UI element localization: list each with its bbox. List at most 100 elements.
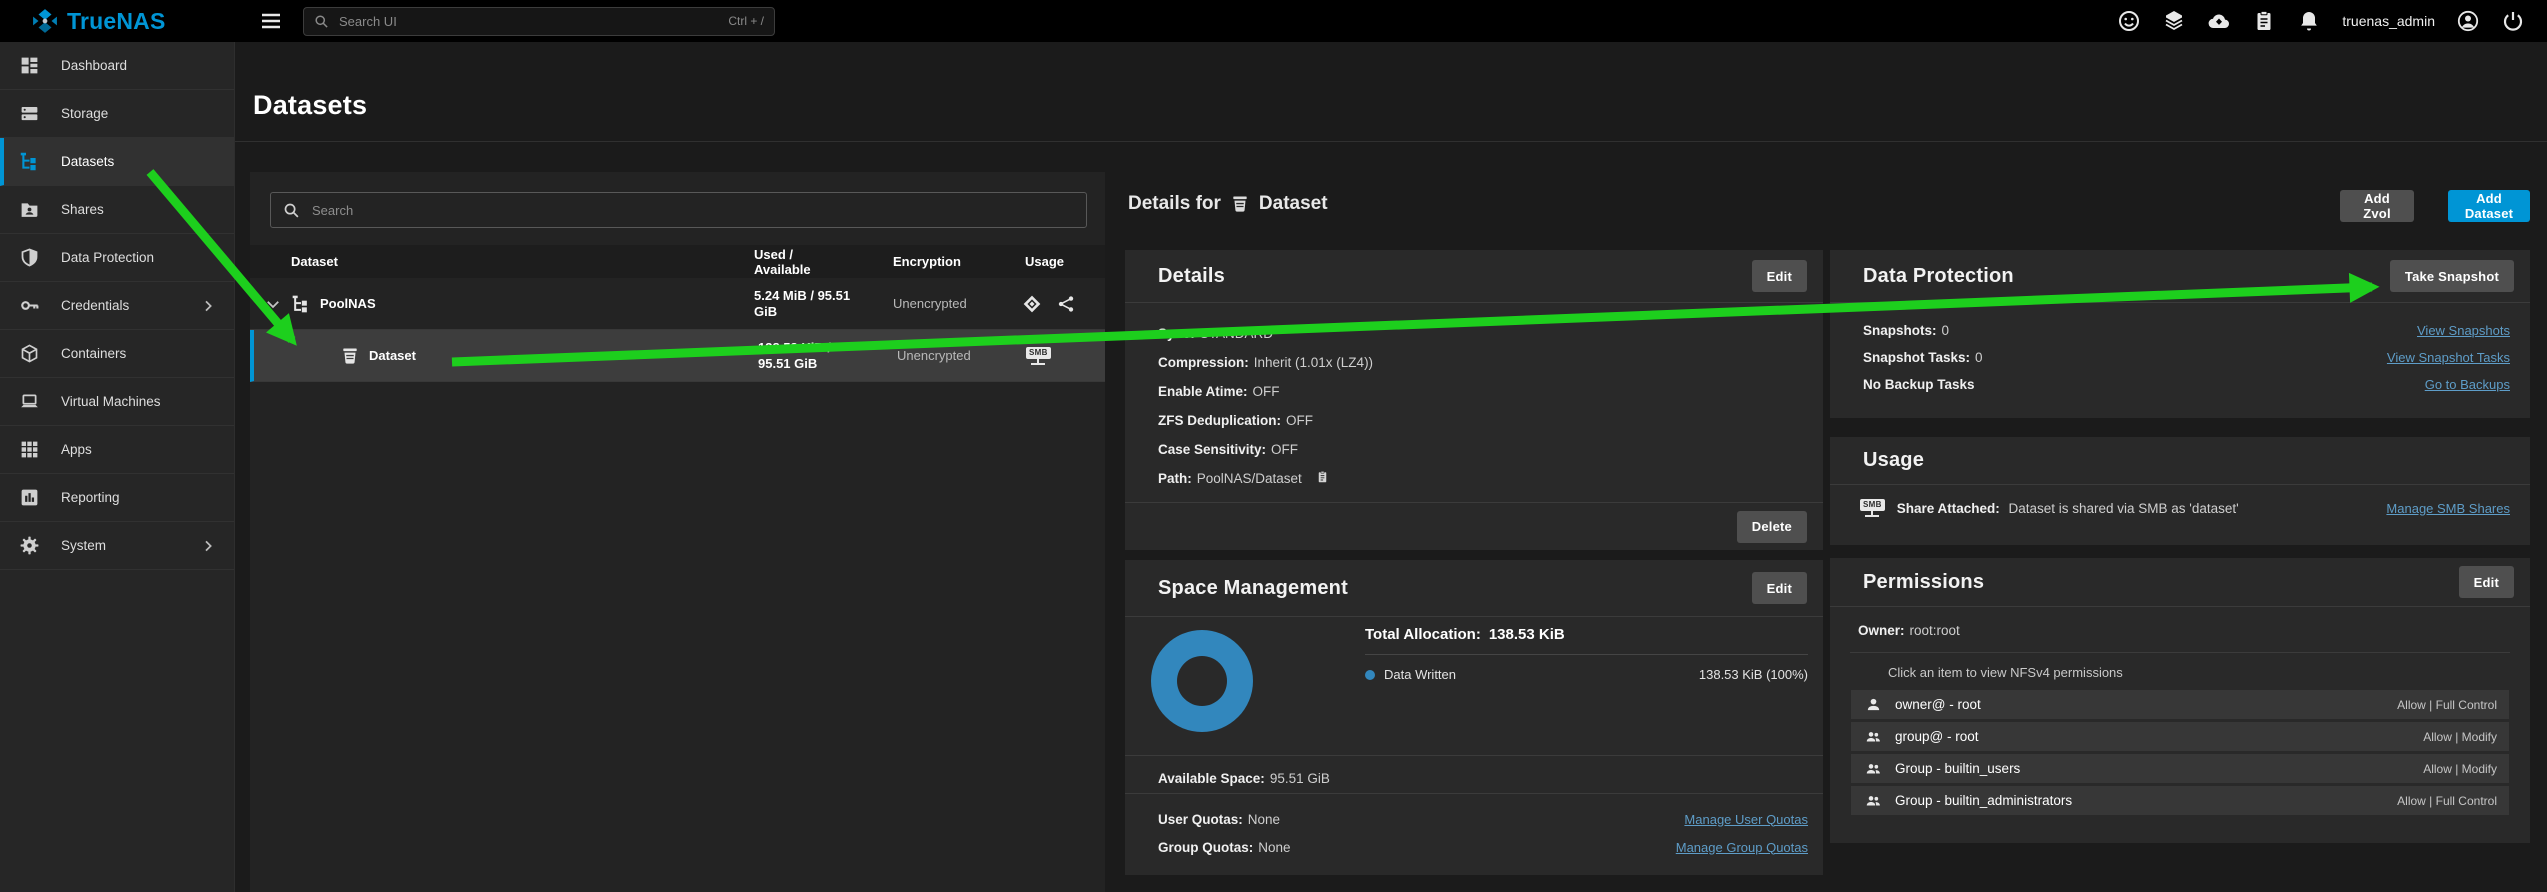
snapshots-row: Snapshots: 0 View Snapshots bbox=[1863, 323, 2510, 338]
add-dataset-button[interactable]: Add Dataset bbox=[2448, 190, 2530, 222]
cube-icon bbox=[19, 343, 40, 364]
perm-entry-group[interactable]: group@ - root Allow | Modify bbox=[1851, 722, 2509, 751]
view-snapshot-tasks-link[interactable]: View Snapshot Tasks bbox=[2386, 350, 2510, 365]
delete-button[interactable]: Delete bbox=[1736, 510, 1807, 543]
go-to-backups-link[interactable]: Go to Backups bbox=[2424, 377, 2510, 392]
sidebar-item-credentials[interactable]: Credentials bbox=[0, 282, 234, 330]
datasets-tree-icon bbox=[19, 151, 40, 172]
smb-share-icon: SMB bbox=[1860, 499, 1885, 517]
page-header: Datasets bbox=[235, 42, 2547, 142]
copy-path-icon[interactable] bbox=[1315, 470, 1330, 485]
dataset-bucket-icon bbox=[340, 346, 360, 366]
details-for-title: Details for Dataset bbox=[1128, 193, 1328, 214]
sidebar-item-virtual-machines[interactable]: Virtual Machines bbox=[0, 378, 234, 426]
field-case-sensitivity: Case Sensitivity: OFF bbox=[1158, 442, 1299, 457]
truenas-logo[interactable]: TrueNAS bbox=[0, 8, 235, 35]
sidebar-item-containers[interactable]: Containers bbox=[0, 330, 234, 378]
sidebar-item-dashboard[interactable]: Dashboard bbox=[0, 42, 234, 90]
share-nodes-icon bbox=[1056, 294, 1076, 314]
dataset-search[interactable] bbox=[270, 192, 1087, 228]
sidebar: Dashboard Storage Datasets Shares Data P… bbox=[0, 42, 235, 892]
dataset-encryption: Unencrypted bbox=[897, 348, 971, 363]
feedback-smiley-icon[interactable] bbox=[2117, 9, 2141, 33]
storage-icon bbox=[19, 103, 40, 124]
legend-dot-icon bbox=[1365, 669, 1375, 680]
allocation-donut-chart bbox=[1151, 630, 1253, 732]
dashboard-icon bbox=[19, 55, 40, 76]
dataset-bucket-icon bbox=[1230, 194, 1250, 214]
ix-diamond-icon bbox=[1022, 294, 1042, 314]
manage-user-quotas-link[interactable]: Manage User Quotas bbox=[1684, 811, 1808, 827]
sidebar-item-apps[interactable]: Apps bbox=[0, 426, 234, 474]
alerts-bell-icon[interactable] bbox=[2297, 9, 2321, 33]
global-search-input[interactable] bbox=[337, 12, 721, 30]
column-header-dataset: Dataset bbox=[291, 254, 338, 269]
perm-entry-builtin-users[interactable]: Group - builtin_users Allow | Modify bbox=[1851, 754, 2509, 783]
total-allocation: Total Allocation: 138.53 KiB bbox=[1365, 626, 1565, 643]
sidebar-item-shares[interactable]: Shares bbox=[0, 186, 234, 234]
data-protection-title: Data Protection bbox=[1863, 264, 2014, 287]
table-row-dataset[interactable]: Dataset 138.53 KiB / 95.51 GiB Unencrypt… bbox=[250, 330, 1105, 382]
field-compression: Compression: Inherit (1.01x (LZ4)) bbox=[1158, 355, 1374, 370]
group-icon bbox=[1865, 760, 1882, 777]
sidebar-item-reporting[interactable]: Reporting bbox=[0, 474, 234, 522]
power-icon[interactable] bbox=[2501, 9, 2525, 33]
pool-name: PoolNAS bbox=[320, 296, 376, 311]
space-edit-button[interactable]: Edit bbox=[1751, 572, 1807, 604]
reporting-chart-icon bbox=[19, 487, 40, 508]
page-title: Datasets bbox=[253, 90, 368, 120]
field-enable-atime: Enable Atime: OFF bbox=[1158, 384, 1280, 399]
truecommand-stack-icon[interactable] bbox=[2162, 9, 2186, 33]
manage-smb-shares-link[interactable]: Manage SMB Shares bbox=[2386, 500, 2510, 516]
owner-row: Owner: root:root bbox=[1858, 623, 1960, 638]
pool-encryption: Unencrypted bbox=[893, 296, 967, 311]
sidebar-item-datasets[interactable]: Datasets bbox=[0, 138, 234, 186]
column-header-usage: Usage bbox=[1025, 254, 1065, 269]
available-space-row: Available Space: 95.51 GiB bbox=[1158, 770, 1330, 786]
usage-card-title: Usage bbox=[1863, 449, 1925, 471]
add-zvol-button[interactable]: Add Zvol bbox=[2340, 190, 2414, 222]
jobs-clipboard-icon[interactable] bbox=[2252, 9, 2276, 33]
field-sync: Sync: STANDARD bbox=[1158, 326, 1274, 341]
hamburger-menu-icon[interactable] bbox=[259, 9, 283, 33]
topbar: TrueNAS Ctrl + / bbox=[0, 0, 2547, 42]
key-icon bbox=[19, 295, 40, 316]
allocation-summary: Total Allocation: 138.53 KiB Data Written… bbox=[1365, 626, 1808, 682]
permissions-card: Permissions Edit Owner: root:root Click a… bbox=[1830, 558, 2530, 843]
perm-entry-builtin-administrators[interactable]: Group - builtin_administrators Allow | F… bbox=[1851, 786, 2509, 815]
permissions-title: Permissions bbox=[1863, 570, 1985, 593]
user-quotas-row: User Quotas: None Manage User Quotas bbox=[1158, 811, 1808, 827]
pool-tree-icon bbox=[291, 294, 311, 314]
dataset-tree-panel: Dataset Used / Available Encryption Usag… bbox=[250, 172, 1105, 892]
pool-used-available: 5.24 MiB / 95.51 GiB bbox=[754, 287, 851, 319]
chevron-down-icon[interactable] bbox=[264, 295, 282, 313]
details-card: Details Edit Sync: STANDARD Compression: I… bbox=[1125, 250, 1823, 550]
cloud-ix-icon[interactable] bbox=[2207, 9, 2231, 33]
field-zfs-deduplication: ZFS Deduplication: OFF bbox=[1158, 413, 1313, 428]
username-label: truenas_admin bbox=[2342, 13, 2435, 29]
table-row-poolnas[interactable]: PoolNAS 5.24 MiB / 95.51 GiB Unencrypted bbox=[250, 278, 1105, 330]
perm-entry-owner[interactable]: owner@ - root Allow | Full Control bbox=[1851, 690, 2509, 719]
dataset-search-input[interactable] bbox=[310, 201, 1074, 219]
apps-grid-icon bbox=[19, 439, 40, 460]
details-edit-button[interactable]: Edit bbox=[1751, 260, 1807, 292]
search-icon bbox=[283, 202, 300, 219]
brand-text: TrueNAS bbox=[67, 7, 166, 34]
global-search[interactable]: Ctrl + / bbox=[303, 6, 775, 36]
view-snapshots-link[interactable]: View Snapshots bbox=[2417, 323, 2510, 338]
sidebar-item-system[interactable]: System bbox=[0, 522, 234, 570]
chevron-right-icon bbox=[200, 538, 216, 554]
sidebar-item-data-protection[interactable]: Data Protection bbox=[0, 234, 234, 282]
user-avatar-icon[interactable] bbox=[2456, 9, 2480, 33]
take-snapshot-button[interactable]: Take Snapshot bbox=[2389, 260, 2514, 292]
table-header: Dataset Used / Available Encryption Usag… bbox=[250, 245, 1105, 278]
sidebar-item-storage[interactable]: Storage bbox=[0, 90, 234, 138]
manage-group-quotas-link[interactable]: Manage Group Quotas bbox=[1675, 839, 1808, 855]
permissions-edit-button[interactable]: Edit bbox=[2458, 566, 2514, 598]
group-quotas-row: Group Quotas: None Manage Group Quotas bbox=[1158, 839, 1808, 855]
details-card-title: Details bbox=[1158, 264, 1225, 287]
shares-folder-icon bbox=[19, 199, 40, 220]
shield-icon bbox=[19, 247, 40, 268]
field-path: Path: PoolNAS/Dataset bbox=[1158, 464, 1803, 493]
